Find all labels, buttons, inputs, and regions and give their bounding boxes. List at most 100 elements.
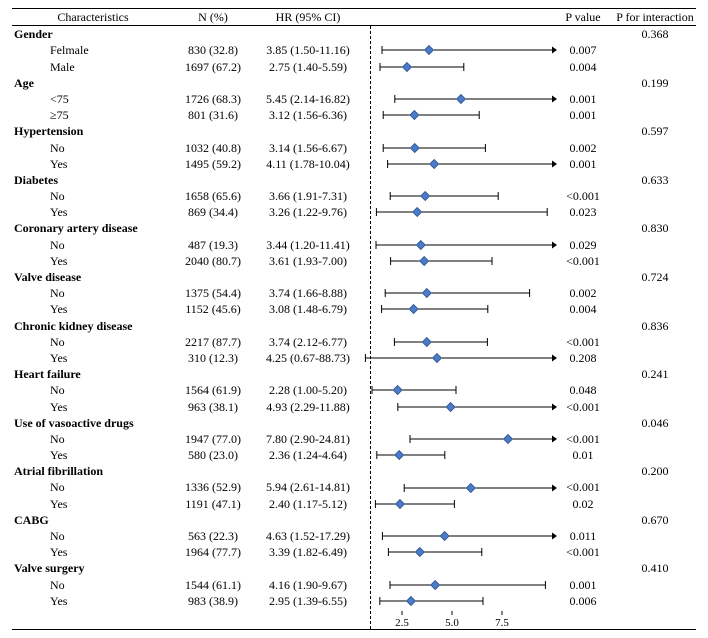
- pint-cell: 0.241: [614, 366, 696, 382]
- forest-cell: [362, 577, 552, 593]
- pvalue-cell: 0.01: [552, 447, 614, 463]
- subgroup-row: Yes2040 (80.7)3.61 (1.93-7.00)<0.001: [12, 253, 696, 269]
- n-cell: 1697 (67.2): [172, 59, 254, 75]
- forest-marker: [362, 528, 552, 544]
- subgroup-label: No: [14, 188, 65, 204]
- n-cell: 2040 (80.7): [172, 253, 254, 269]
- subgroup-label: Yes: [14, 593, 67, 609]
- pint-cell: 0.410: [614, 560, 696, 576]
- group-row: Valve surgery 0.410: [12, 560, 696, 576]
- hr-cell: 2.75 (1.40-5.59): [254, 59, 362, 75]
- pvalue-cell: 0.001: [552, 107, 614, 123]
- svg-text:7.5: 7.5: [495, 617, 509, 629]
- hr-cell: 2.36 (1.24-4.64): [254, 447, 362, 463]
- forest-plot-table: Characteristics N (%) HR (95% CI) P valu…: [12, 8, 696, 630]
- hr-cell: 7.80 (2.90-24.81): [254, 431, 362, 447]
- svg-text:2.5: 2.5: [395, 617, 409, 629]
- n-cell: 983 (38.9): [172, 593, 254, 609]
- hr-cell: 5.94 (2.61-14.81): [254, 479, 362, 495]
- pvalue-cell: 0.004: [552, 59, 614, 75]
- subgroup-label: Yes: [14, 204, 67, 220]
- group-label: Valve surgery: [14, 561, 85, 575]
- col-header-n: N (%): [172, 9, 254, 25]
- forest-cell: [362, 204, 552, 220]
- pvalue-cell: 0.048: [552, 382, 614, 398]
- pvalue-cell: <0.001: [552, 399, 614, 415]
- pvalue-cell: 0.011: [552, 528, 614, 544]
- forest-cell: [362, 156, 552, 172]
- subgroup-row: No1375 (54.4)3.74 (1.66-8.88)0.002: [12, 285, 696, 301]
- n-cell: 963 (38.1): [172, 399, 254, 415]
- forest-marker: [362, 107, 552, 123]
- hr-cell: 3.08 (1.48-6.79): [254, 301, 362, 317]
- n-cell: 1658 (65.6): [172, 188, 254, 204]
- forest-cell: [362, 59, 552, 75]
- forest-marker: [362, 447, 552, 463]
- pvalue-cell: 0.02: [552, 496, 614, 512]
- pvalue-cell: 0.001: [552, 156, 614, 172]
- n-cell: 487 (19.3): [172, 237, 254, 253]
- forest-cell: [362, 91, 552, 107]
- hr-cell: 2.40 (1.17-5.12): [254, 496, 362, 512]
- subgroup-row: No1564 (61.9)2.28 (1.00-5.20)0.048: [12, 382, 696, 398]
- group-row: Valve disease0.724: [12, 269, 696, 285]
- forest-marker: [362, 593, 552, 609]
- group-label: Coronary artery disease: [14, 221, 138, 235]
- forest-cell: [362, 399, 552, 415]
- group-row: Age 0.199: [12, 75, 696, 91]
- forest-cell: [362, 528, 552, 544]
- forest-marker: [362, 140, 552, 156]
- forest-cell: [362, 593, 552, 609]
- forest-marker: [362, 577, 552, 593]
- forest-cell: [362, 496, 552, 512]
- hr-cell: 3.26 (1.22-9.76): [254, 204, 362, 220]
- forest-cell: [362, 237, 552, 253]
- forest-marker: [362, 204, 552, 220]
- subgroup-row: Yes983 (38.9)2.95 (1.39-6.55)0.006: [12, 593, 696, 609]
- subgroup-label: Yes: [14, 350, 67, 366]
- pvalue-cell: 0.007: [552, 42, 614, 58]
- n-cell: 580 (23.0): [172, 447, 254, 463]
- n-cell: 830 (32.8): [172, 42, 254, 58]
- pint-cell: 0.633: [614, 172, 696, 188]
- pint-cell: 0.597: [614, 123, 696, 139]
- subgroup-row: No2217 (87.7)3.74 (2.12-6.77)<0.001: [12, 334, 696, 350]
- forest-marker: [362, 42, 552, 58]
- pint-cell: 0.200: [614, 463, 696, 479]
- hr-cell: 4.63 (1.52-17.29): [254, 528, 362, 544]
- subgroup-row: No1947 (77.0)7.80 (2.90-24.81)<0.001: [12, 431, 696, 447]
- hr-cell: 4.16 (1.90-9.67): [254, 577, 362, 593]
- hr-cell: 4.11 (1.78-10.04): [254, 156, 362, 172]
- subgroup-row: Felmale830 (32.8)3.85 (1.50-11.16)0.007: [12, 42, 696, 58]
- subgroup-row: Yes310 (12.3)4.25 (0.67-88.73)0.208: [12, 350, 696, 366]
- pvalue-cell: <0.001: [552, 188, 614, 204]
- forest-cell: [362, 285, 552, 301]
- n-cell: 1564 (61.9): [172, 382, 254, 398]
- pvalue-cell: <0.001: [552, 431, 614, 447]
- group-row: Hypertension0.597: [12, 123, 696, 139]
- group-label: Gender: [14, 27, 53, 41]
- subgroup-label: <75: [14, 91, 69, 107]
- group-label: Age: [14, 76, 34, 90]
- hr-cell: 2.28 (1.00-5.20): [254, 382, 362, 398]
- col-header-hr: HR (95% CI): [254, 9, 362, 25]
- group-label: Atrial fibrillation: [14, 464, 103, 478]
- subgroup-label: No: [14, 479, 65, 495]
- forest-marker: [362, 156, 552, 172]
- reference-line: [370, 26, 371, 629]
- forest-marker: [362, 253, 552, 269]
- pint-cell: 0.836: [614, 318, 696, 334]
- pint-cell: 0.199: [614, 75, 696, 91]
- subgroup-row: No1032 (40.8)3.14 (1.56-6.67)0.002: [12, 140, 696, 156]
- subgroup-label: Yes: [14, 544, 67, 560]
- hr-cell: 4.25 (0.67-88.73): [254, 350, 362, 366]
- forest-marker: [362, 59, 552, 75]
- forest-marker: [362, 496, 552, 512]
- pint-cell: 0.830: [614, 220, 696, 236]
- hr-cell: 3.39 (1.82-6.49): [254, 544, 362, 560]
- pvalue-cell: <0.001: [552, 544, 614, 560]
- forest-cell: [362, 188, 552, 204]
- group-label: Chronic kidney disease: [14, 319, 132, 333]
- subgroup-row: ≥75801 (31.6)3.12 (1.56-6.36)0.001: [12, 107, 696, 123]
- subgroup-row: Yes1191 (47.1)2.40 (1.17-5.12)0.02: [12, 496, 696, 512]
